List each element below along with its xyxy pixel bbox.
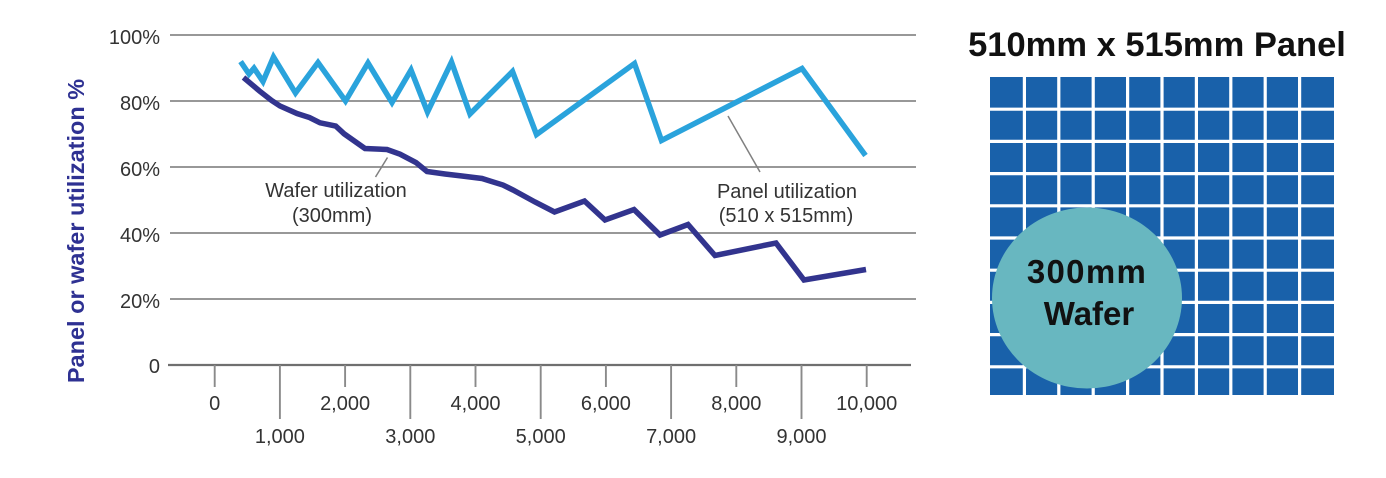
svg-text:8,000: 8,000 <box>711 393 761 415</box>
svg-text:1,000: 1,000 <box>255 426 305 448</box>
svg-text:0: 0 <box>149 356 160 378</box>
svg-text:4,000: 4,000 <box>450 393 500 415</box>
svg-text:6,000: 6,000 <box>581 393 631 415</box>
svg-text:80%: 80% <box>120 93 160 115</box>
svg-text:3,000: 3,000 <box>385 426 435 448</box>
svg-text:Wafer: Wafer <box>1044 295 1135 332</box>
svg-text:300mm: 300mm <box>1027 253 1147 290</box>
svg-text:60%: 60% <box>120 159 160 181</box>
svg-text:(510 x 515mm): (510 x 515mm) <box>719 205 854 227</box>
svg-text:7,000: 7,000 <box>646 426 696 448</box>
svg-text:Panel utilization: Panel utilization <box>717 181 857 203</box>
svg-text:2,000: 2,000 <box>320 393 370 415</box>
svg-text:Wafer utilization: Wafer utilization <box>265 180 407 202</box>
svg-text:(300mm): (300mm) <box>292 205 372 227</box>
svg-text:5,000: 5,000 <box>516 426 566 448</box>
svg-text:10,000: 10,000 <box>836 393 897 415</box>
svg-text:100%: 100% <box>109 27 160 49</box>
svg-text:0: 0 <box>209 393 220 415</box>
svg-text:Panel or wafer utilization %: Panel or wafer utilization % <box>63 79 89 383</box>
svg-text:20%: 20% <box>120 291 160 313</box>
svg-text:40%: 40% <box>120 225 160 247</box>
svg-text:9,000: 9,000 <box>776 426 826 448</box>
svg-text:510mm x 515mm Panel: 510mm x 515mm Panel <box>968 26 1346 64</box>
